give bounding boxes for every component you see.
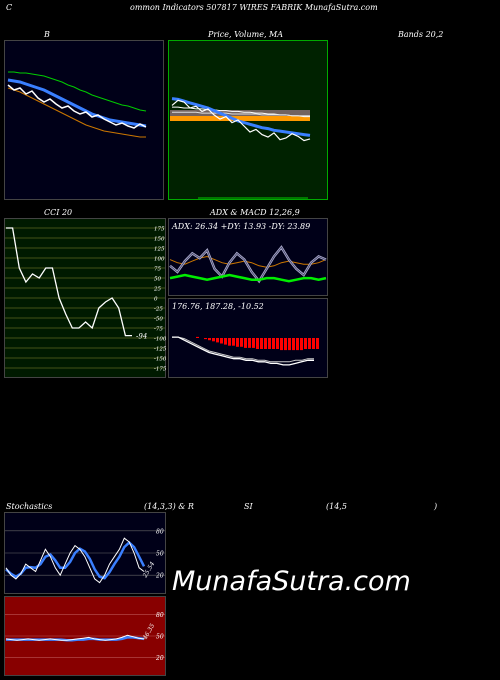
stoch-tick-label: 50	[156, 551, 164, 558]
cci-tick-label: 0	[154, 297, 158, 303]
macd-hist-bar	[236, 338, 239, 347]
macd-hist-bar	[212, 338, 215, 342]
macd-hist-bar	[264, 338, 267, 349]
label-si: SI	[244, 502, 253, 511]
bb-price-line	[7, 84, 147, 129]
bollinger-chart	[4, 40, 164, 200]
macd-hist-bar	[220, 338, 223, 344]
macd-hist-bar	[300, 338, 303, 351]
label-price-ma: Price, Volume, MA	[208, 30, 284, 39]
stoch-k-line	[5, 537, 145, 584]
adx-readout: ADX: 26.34 +DY: 13.93 -DY: 23.89	[171, 222, 310, 231]
cci-tick-label: -100	[154, 337, 166, 343]
bb-middle-line	[7, 78, 147, 128]
cci-tick-label: -50	[154, 317, 163, 323]
macd-hist-bar	[312, 338, 315, 349]
rsi-line	[5, 634, 145, 641]
label-stoch: Stochastics	[6, 502, 53, 511]
label-bands: Bands 20,2	[398, 30, 444, 39]
macd-readout: 176.76, 187.28, -10.52	[172, 302, 264, 311]
macd-hist-bar	[240, 338, 243, 347]
cci-tick-label: -75	[154, 327, 163, 333]
macd-hist-bar	[304, 338, 307, 349]
stoch-tick-label: 80	[156, 528, 164, 535]
adx-bg	[168, 218, 328, 296]
macd-hist-bar	[268, 338, 271, 349]
macd-line	[172, 336, 314, 366]
bb-lower-band-line	[7, 87, 146, 138]
macd-hist-bar	[248, 338, 251, 348]
rsi-tick-label: 50	[156, 634, 164, 641]
macd-hist-bar	[280, 338, 283, 351]
macd-hist-bar	[292, 338, 295, 351]
macd-hist-bar	[296, 338, 299, 351]
cci-tick-label: -25	[154, 307, 163, 313]
macd-signal-line	[172, 336, 314, 363]
label-stoch-params: (14,3,3) & R	[144, 502, 194, 511]
cci-last-value: -94	[136, 333, 147, 341]
label-cci: CCI 20	[44, 208, 73, 217]
cci-tick-label: -175	[154, 367, 166, 373]
macd-hist-bar	[256, 338, 259, 349]
macd-hist-bar	[208, 338, 211, 341]
macd-hist-bar	[308, 338, 311, 349]
macd-hist-bar	[276, 338, 279, 349]
cci-tick-label: 100	[154, 257, 165, 263]
page-title: ommon Indicators 507817 WIRES FABRIK Mun…	[130, 3, 378, 12]
macd-hist-bar	[260, 338, 263, 349]
macd-hist-bar	[244, 338, 247, 348]
macd-hist-bar	[196, 336, 199, 338]
ma-line-blue	[171, 97, 311, 137]
ma-band-pink	[170, 110, 310, 116]
cci-tick-label: -150	[154, 357, 166, 363]
adx-line	[169, 273, 327, 283]
adx-chart: ADX: 26.34 +DY: 13.93 -DY: 23.89	[168, 218, 328, 296]
macd-hist-bar	[204, 338, 207, 340]
header-c: C	[6, 3, 13, 12]
watermark: MunafaSutra.com	[172, 566, 411, 597]
adx-minus-di-line	[169, 255, 327, 268]
macd-hist-bar	[232, 338, 235, 346]
price-line	[171, 99, 311, 142]
macd-hist-bar	[272, 338, 275, 349]
macd-hist-bar	[224, 338, 227, 345]
cci-tick-label: 175	[154, 227, 165, 233]
rsi-tick-label: 20	[155, 655, 164, 662]
label-rsi-params: (14,5	[326, 502, 347, 511]
cci-tick-label: 125	[154, 247, 165, 253]
macd-chart: 176.76, 187.28, -10.52	[168, 298, 328, 378]
rsi-tick-label: 80	[156, 612, 164, 619]
cci-line	[6, 227, 132, 337]
ma-line-flat	[172, 111, 310, 117]
cci-tick-label: 75	[154, 267, 161, 273]
cci-tick-label: 25	[153, 287, 161, 293]
ma-band-orange	[170, 116, 310, 121]
stoch-tick-label: 20	[155, 573, 164, 580]
rsi-smooth-line	[6, 636, 145, 642]
macd-hist-bar	[288, 338, 291, 351]
label-b: B	[44, 30, 50, 39]
stoch-d-line-blue	[5, 540, 146, 580]
cci-tick-label: -125	[154, 347, 166, 353]
cci-tick-label: 150	[154, 237, 165, 243]
macd-hist-bar	[252, 338, 255, 348]
cci-chart: 175 150 125 100 75 50 25 0 -25 -50 -75 -100 -125 -150…	[4, 218, 166, 378]
adx-plus-di-core	[169, 246, 327, 282]
price-ma-chart	[168, 40, 328, 200]
macd-hist-bar	[284, 338, 287, 351]
label-rsi-close: )	[434, 502, 438, 511]
macd-hist-bar	[316, 338, 319, 349]
label-adx-macd: ADX & MACD 12,26,9	[210, 208, 300, 217]
macd-hist-bar	[216, 338, 219, 343]
bb-upper-band-line	[8, 71, 147, 112]
bollinger-bg	[4, 40, 164, 200]
macd-hist-bar	[228, 338, 231, 346]
cci-tick-label: 50	[154, 277, 161, 283]
